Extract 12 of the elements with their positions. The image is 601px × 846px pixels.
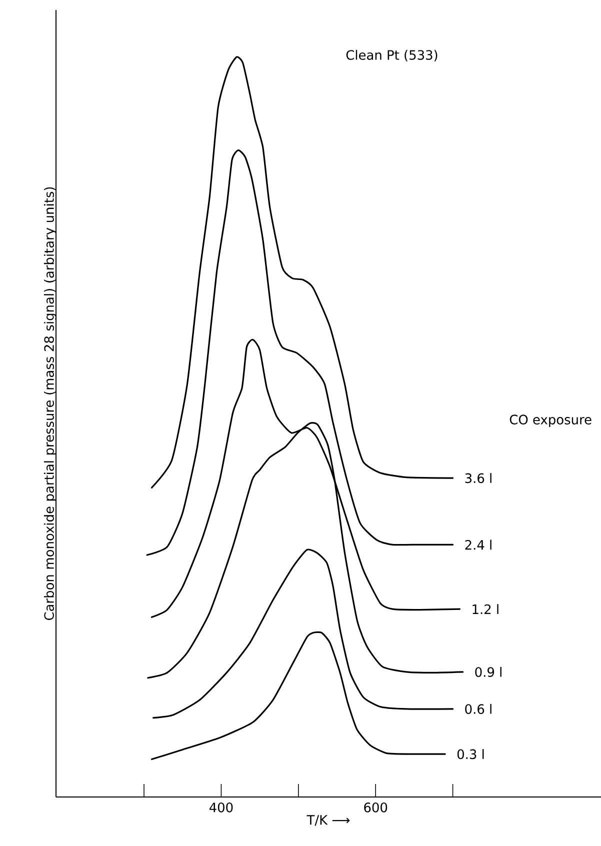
- legend-title: CO exposure: [510, 414, 592, 427]
- series-label: 0.3 l: [457, 749, 484, 760]
- x-tick-label: 600: [364, 802, 388, 812]
- chart-title: Clean Pt (533): [346, 50, 438, 62]
- series-label: 1.2 l: [472, 604, 498, 614]
- x-tick-label: 400: [209, 802, 233, 812]
- x-axis-title: T/K ⟶: [306, 815, 350, 826]
- series-label: 0.9 l: [475, 666, 502, 677]
- series-label: 3.6 l: [465, 473, 492, 484]
- y-axis-title: Carbon monoxide partial pressure (mass 28 signal) (arbitary units): [44, 187, 56, 620]
- series-label: 2.4 l: [465, 540, 492, 550]
- series-label: 0.6 l: [465, 704, 492, 714]
